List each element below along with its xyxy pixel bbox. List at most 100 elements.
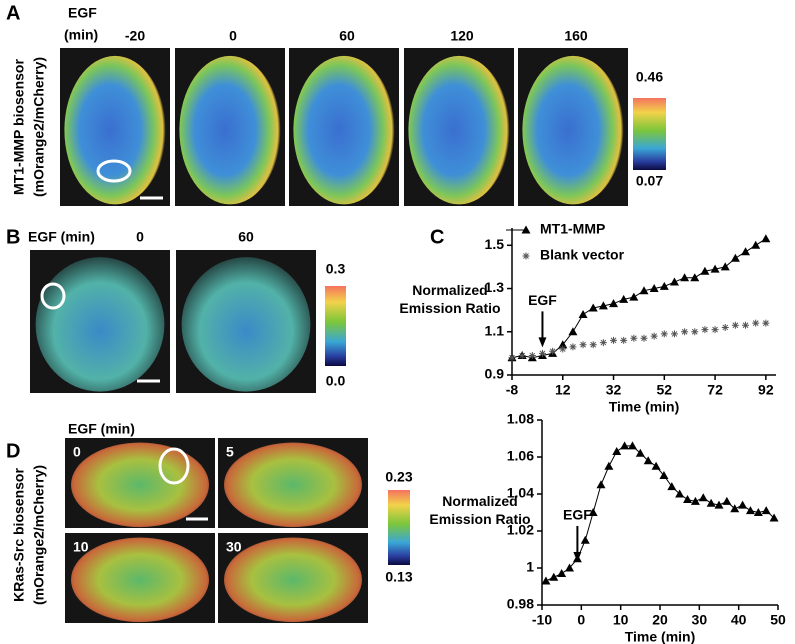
label: 0: [229, 28, 237, 44]
label: 30: [226, 539, 242, 555]
label: D: [6, 440, 20, 462]
label: 1.5: [485, 236, 505, 252]
marker: [681, 328, 689, 336]
marker: [620, 441, 630, 450]
marker: [752, 319, 760, 327]
marker: [549, 572, 559, 581]
label: C: [430, 226, 444, 248]
marker: [720, 262, 730, 271]
cell: [224, 537, 362, 623]
marker: [761, 234, 771, 243]
marker: [651, 461, 661, 470]
marker: [753, 508, 763, 516]
label: 1.06: [507, 448, 534, 464]
label: 12: [555, 382, 571, 398]
label: EGF: [528, 292, 557, 308]
label: -10: [532, 612, 552, 628]
marker: [738, 500, 748, 509]
label: 52: [657, 382, 673, 398]
marker: [620, 336, 628, 344]
label: Blank vector: [540, 247, 625, 263]
label: 30: [692, 612, 708, 628]
cell: [522, 55, 624, 205]
marker: [609, 299, 619, 308]
label: 40: [731, 612, 747, 628]
marker: [604, 461, 614, 470]
label: 0.46: [636, 69, 663, 85]
cell: [181, 257, 311, 392]
label: 0.98: [507, 596, 534, 612]
marker: [751, 240, 761, 249]
marker: [722, 496, 732, 505]
label: 50: [770, 612, 786, 628]
label: KRas-Src biosensor: [11, 468, 27, 602]
label: (mOrange2/mCherry): [31, 57, 47, 197]
label: Time (min): [609, 399, 680, 415]
label: 0.9: [485, 366, 505, 382]
legend-marker: [522, 252, 530, 260]
marker: [589, 341, 597, 349]
label: 1.08: [507, 411, 534, 427]
marker: [629, 292, 639, 301]
marker: [745, 506, 755, 515]
label: Normalized: [412, 282, 487, 298]
cell: [64, 55, 166, 205]
cell: [408, 55, 510, 205]
marker: [683, 495, 693, 504]
cell: [35, 257, 165, 392]
marker: [706, 498, 716, 507]
label: 0.3: [326, 261, 346, 277]
label: -20: [125, 28, 145, 44]
label: EGF: [563, 507, 592, 523]
marker: [675, 489, 685, 498]
marker: [568, 327, 578, 336]
roi: [40, 282, 66, 310]
label: 0.07: [636, 173, 663, 189]
label: 0: [73, 444, 81, 460]
marker: [578, 309, 588, 318]
label: 0: [577, 612, 585, 628]
label: 5: [226, 444, 234, 460]
marker: [667, 482, 677, 491]
colorbar: [633, 98, 666, 170]
label: 32: [606, 382, 622, 398]
arrow-head: [538, 337, 547, 348]
marker: [742, 321, 750, 329]
label: A: [6, 2, 20, 24]
roi: [96, 159, 132, 183]
marker: [596, 480, 606, 489]
marker: [557, 569, 567, 578]
marker: [730, 504, 740, 513]
marker: [639, 286, 649, 295]
label: EGF (min): [68, 421, 135, 437]
label: 0.23: [385, 469, 412, 485]
label: EGF: [68, 5, 97, 21]
colorbar: [325, 286, 346, 366]
marker: [635, 448, 645, 457]
label: 10: [613, 612, 629, 628]
label: 72: [707, 382, 723, 398]
marker: [619, 294, 629, 303]
marker: [610, 336, 618, 344]
label: 20: [652, 612, 668, 628]
marker: [691, 328, 699, 336]
marker: [690, 496, 700, 505]
marker: [627, 441, 637, 450]
marker: [761, 506, 771, 515]
marker: [710, 264, 720, 273]
marker: [669, 277, 679, 286]
marker: [518, 352, 526, 360]
label: EGF (min): [28, 229, 95, 245]
marker: [730, 253, 740, 262]
label: 1.02: [507, 522, 534, 538]
label: 60: [339, 28, 355, 44]
marker: [659, 281, 669, 290]
label: 1.1: [485, 322, 505, 338]
label: MT1-MMP biosensor: [11, 59, 27, 195]
marker: [640, 334, 648, 342]
label: B: [6, 226, 20, 248]
marker: [588, 508, 598, 516]
marker: [538, 349, 546, 357]
